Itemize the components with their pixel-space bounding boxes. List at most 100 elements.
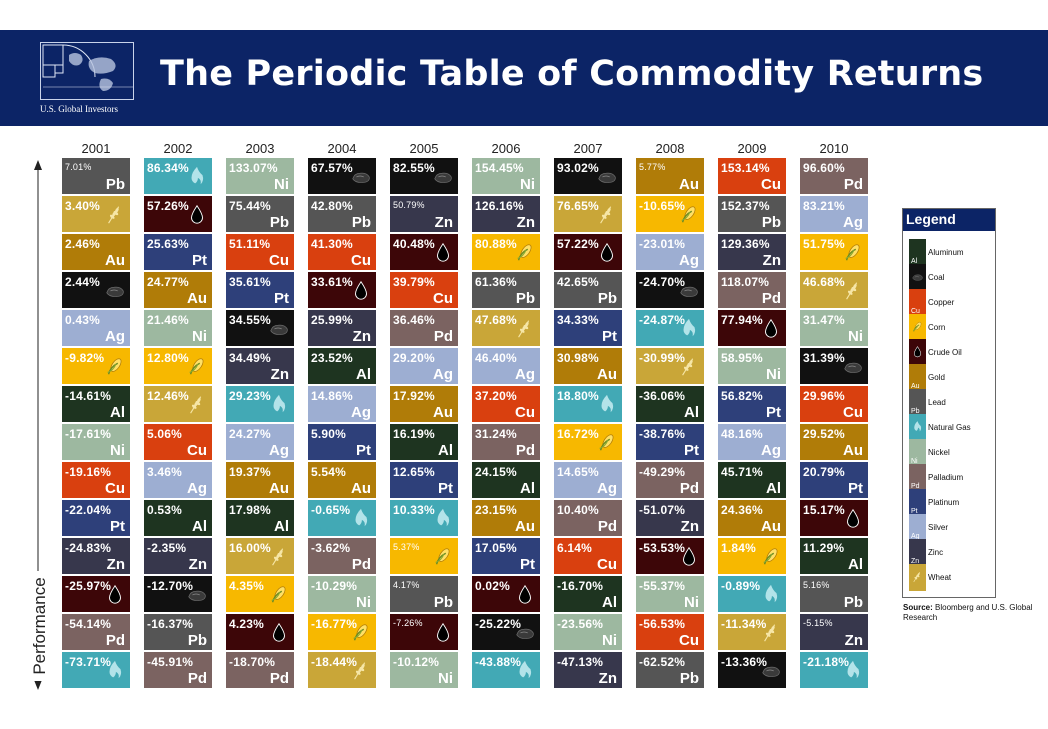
gas-flame-icon	[186, 165, 208, 192]
gas-flame-icon	[760, 583, 782, 610]
cell-value: 152.37%	[721, 199, 770, 213]
cell-2007-natural-gas: 18.80%	[554, 386, 622, 422]
cell-2007-gold: 30.98% Au	[554, 348, 622, 384]
corn-cob-icon	[350, 621, 372, 648]
element-symbol: Au	[269, 480, 289, 497]
cell-2004-gold: 5.54% Au	[308, 462, 376, 498]
cell-value: 76.65%	[557, 199, 599, 213]
cell-value: -21.18%	[803, 655, 850, 669]
cell-2005-lead: 4.17% Pb	[390, 576, 458, 612]
legend-label: Nickel	[928, 448, 950, 457]
wheat-stalk-icon	[104, 203, 126, 230]
cell-value: -16.70%	[557, 579, 604, 593]
globe-logo-icon	[40, 42, 134, 100]
element-symbol: Ni	[766, 366, 781, 383]
cell-value: 5.16%	[803, 580, 830, 590]
cell-2002-lead: -16.37% Pb	[144, 614, 212, 650]
cell-value: 17.92%	[393, 389, 435, 403]
element-symbol: Ni	[684, 594, 699, 611]
cell-2007-aluminum: -16.70% Al	[554, 576, 622, 612]
cell-value: 23.15%	[475, 503, 517, 517]
cell-value: 5.90%	[311, 427, 347, 441]
cell-2009-lead: 152.37% Pb	[718, 196, 786, 232]
corn-cob-icon	[911, 320, 924, 338]
cell-value: 41.30%	[311, 237, 353, 251]
cell-value: 16.19%	[393, 427, 435, 441]
cell-value: 14.86%	[311, 389, 353, 403]
element-symbol: Pd	[515, 442, 535, 459]
element-symbol: Au	[597, 366, 617, 383]
element-symbol: Ag	[761, 442, 781, 459]
legend-swatch: Au	[909, 364, 926, 391]
legend-swatch: Pb	[909, 389, 926, 416]
oil-drop-icon	[104, 583, 126, 610]
cell-2008-silver: -23.01% Ag	[636, 234, 704, 270]
cell-2008-copper: -56.53% Cu	[636, 614, 704, 650]
element-symbol: Au	[105, 252, 125, 269]
cell-2004-copper: 41.30% Cu	[308, 234, 376, 270]
cell-2008-nickel: -55.37% Ni	[636, 576, 704, 612]
legend-swatch-symbol: Zn	[911, 558, 920, 565]
cell-2010-wheat: 46.68%	[800, 272, 868, 308]
element-symbol: Al	[520, 480, 535, 497]
cell-2010-natural-gas: -21.18%	[800, 652, 868, 688]
cell-value: -0.65%	[311, 503, 351, 517]
cell-value: 154.45%	[475, 161, 524, 175]
cell-2006-platinum: 17.05% Pt	[472, 538, 540, 574]
cell-value: 29.52%	[803, 427, 845, 441]
cell-value: 42.80%	[311, 199, 353, 213]
cell-2003-natural-gas: 29.23%	[226, 386, 294, 422]
cell-2010-coal: 31.39%	[800, 348, 868, 384]
legend-swatch-symbol: Au	[911, 383, 920, 390]
cell-value: -23.01%	[639, 237, 686, 251]
cell-2010-copper: 29.96% Cu	[800, 386, 868, 422]
cell-value: -13.36%	[721, 655, 768, 669]
corn-cob-icon	[678, 203, 700, 230]
legend-swatch: Cu	[909, 289, 926, 316]
gas-flame-icon	[350, 507, 372, 534]
cell-value: 33.61%	[311, 275, 353, 289]
element-symbol: Zn	[844, 632, 863, 649]
element-symbol: Ag	[269, 442, 289, 459]
cell-value: 29.96%	[803, 389, 845, 403]
cell-value: 15.17%	[803, 503, 845, 517]
cell-value: 5.06%	[147, 427, 183, 441]
cell-value: 51.11%	[229, 237, 271, 251]
element-symbol: Pd	[105, 632, 125, 649]
cell-2002-aluminum: 0.53% Al	[144, 500, 212, 536]
cell-value: -36.06%	[639, 389, 686, 403]
cell-value: 75.44%	[229, 199, 271, 213]
legend-swatch	[909, 339, 926, 366]
cell-value: 36.46%	[393, 313, 435, 327]
cell-value: 24.15%	[475, 465, 517, 479]
cell-2004-zinc: 25.99% Zn	[308, 310, 376, 346]
legend-label: Platinum	[928, 498, 960, 507]
oil-drop-icon	[268, 621, 290, 648]
gas-flame-icon	[514, 659, 536, 686]
corn-cob-icon	[104, 355, 126, 382]
cell-2006-crude-oil: 0.02%	[472, 576, 540, 612]
cell-2005-zinc: 50.79% Zn	[390, 196, 458, 232]
cell-2010-platinum: 20.79% Pt	[800, 462, 868, 498]
wheat-stalk-icon	[350, 659, 372, 686]
element-symbol: Pd	[761, 290, 781, 307]
element-symbol: Al	[274, 518, 289, 535]
cell-2007-nickel: -23.56% Ni	[554, 614, 622, 650]
element-symbol: Pd	[679, 480, 699, 497]
legend-item-natural-gas: Natural Gas	[909, 414, 995, 441]
cell-value: 12.46%	[147, 389, 189, 403]
corn-cob-icon	[596, 431, 618, 458]
cell-value: 3.46%	[147, 465, 183, 479]
cell-2009-aluminum: 45.71% Al	[718, 462, 786, 498]
cell-value: 31.39%	[803, 351, 845, 365]
cell-2006-natural-gas: -43.88%	[472, 652, 540, 688]
coal-lump-icon	[911, 270, 924, 288]
gas-flame-icon	[842, 659, 864, 686]
cell-value: -9.82%	[65, 351, 105, 365]
cell-value: -10.12%	[393, 655, 440, 669]
cell-2004-lead: 42.80% Pb	[308, 196, 376, 232]
cell-value: 25.63%	[147, 237, 189, 251]
cell-2010-lead: 5.16% Pb	[800, 576, 868, 612]
cell-2002-gold: 24.77% Au	[144, 272, 212, 308]
cell-2007-corn: 16.72%	[554, 424, 622, 460]
